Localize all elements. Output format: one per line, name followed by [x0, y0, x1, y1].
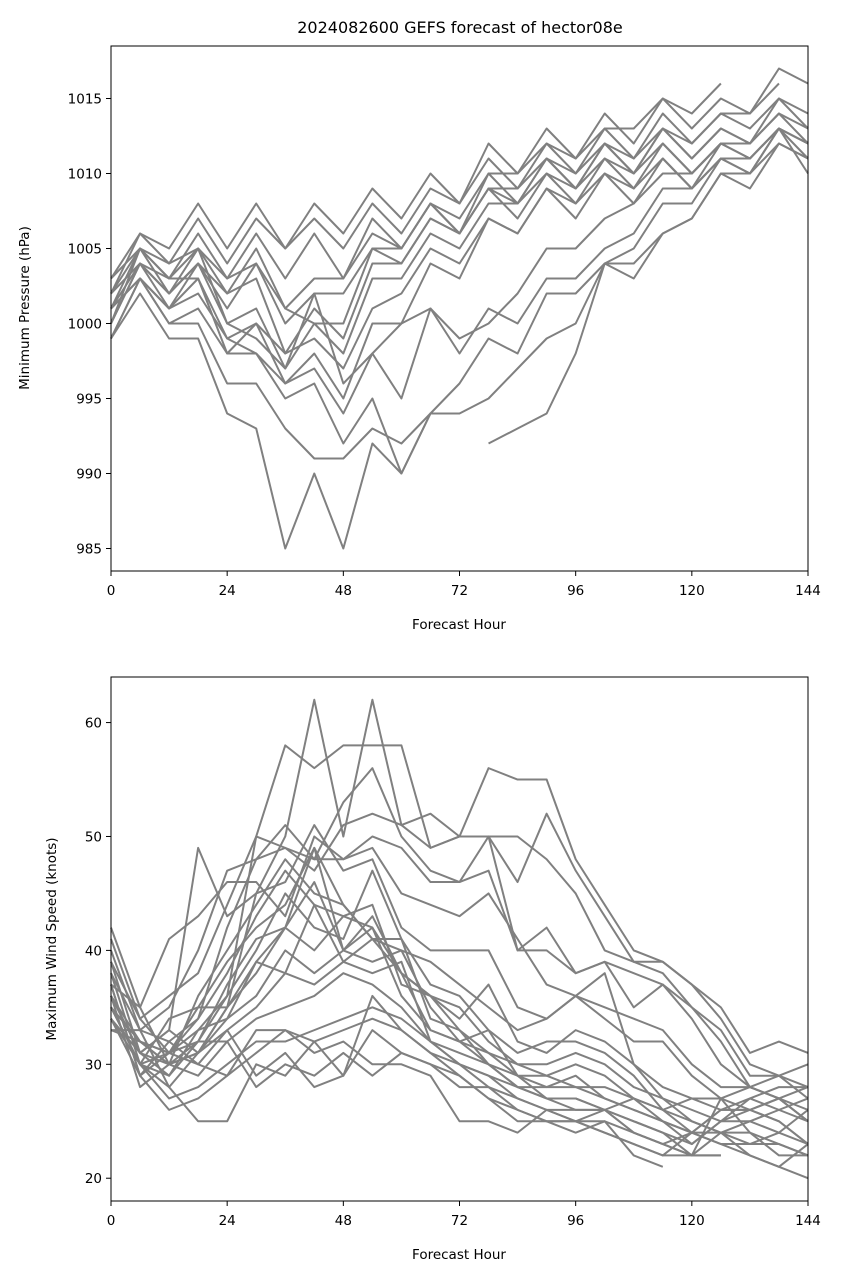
pressure-x-axis-label: Forecast Hour	[412, 617, 506, 633]
wind-series-m12	[110, 846, 809, 1157]
pressure-x-tick-label-48: 48	[335, 583, 352, 599]
wind-x-tick-label-24: 24	[219, 1213, 236, 1229]
pressure-y-axis-label: Minimum Pressure (hPa)	[17, 226, 33, 390]
pressure-y-tick-label-1010: 1010	[68, 167, 102, 183]
wind-series-m07	[110, 824, 809, 1145]
pressure-series-m01	[110, 82, 722, 280]
wind-x-tick-label-72: 72	[451, 1213, 468, 1229]
pressure-series-m06	[110, 97, 809, 325]
wind-y-tick-label-50: 50	[85, 829, 102, 845]
pressure-x-tick-label-72: 72	[451, 583, 468, 599]
wind-x-tick-label-144: 144	[795, 1213, 821, 1229]
pressure-y-tick-label-990: 990	[76, 467, 102, 483]
wind-axes-frame	[110, 676, 809, 1202]
wind-x-tick-label-96: 96	[567, 1213, 584, 1229]
pressure-y-tick-label-1005: 1005	[68, 242, 102, 258]
pressure-y-tick-label-985: 985	[76, 542, 102, 558]
pressure-x-tick-label-96: 96	[567, 583, 584, 599]
wind-series-m24	[110, 1006, 721, 1157]
pressure-series-m08	[110, 127, 809, 370]
pressure-x-tick-label-0: 0	[107, 583, 116, 599]
pressure-series-m11	[110, 142, 722, 385]
wind-y-ticks: 20 30 40 50 60	[85, 716, 111, 1187]
pressure-x-ticks: 0 24 48 72 96 120 144	[107, 571, 821, 599]
pressure-series-m02	[110, 67, 809, 294]
wind-panel: 0 24 48 72 96 120 144 20 30 40 50 60 Forecast Hour…	[44, 676, 821, 1263]
pressure-series-m15	[110, 142, 809, 550]
wind-y-tick-label-20: 20	[85, 1171, 102, 1187]
pressure-y-tick-label-1000: 1000	[68, 317, 102, 333]
wind-series-m04	[110, 812, 809, 1111]
pressure-panel: 2024082600 GEFS forecast of hector08e 0 2…	[17, 18, 821, 633]
wind-y-tick-label-60: 60	[85, 716, 102, 732]
wind-series-group	[110, 698, 809, 1180]
pressure-axes-frame	[110, 45, 809, 572]
wind-series-m09	[110, 846, 809, 1145]
chart-title: 2024082600 GEFS forecast of hector08e	[297, 18, 622, 37]
pressure-x-tick-label-24: 24	[219, 583, 236, 599]
wind-series-m05	[110, 835, 809, 1123]
wind-x-ticks: 0 24 48 72 96 120 144	[107, 1201, 821, 1229]
pressure-y-ticks: 985 990 995 1000 1005 1010 1015	[68, 92, 111, 558]
wind-x-axis-label: Forecast Hour	[412, 1247, 506, 1263]
pressure-series-m12	[110, 127, 809, 415]
wind-x-tick-label-120: 120	[679, 1213, 705, 1229]
wind-x-tick-label-48: 48	[335, 1213, 352, 1229]
pressure-x-tick-label-144: 144	[795, 583, 821, 599]
wind-series-m06	[110, 835, 809, 1123]
pressure-y-tick-label-1015: 1015	[68, 92, 102, 108]
wind-series-m10	[110, 869, 809, 1157]
pressure-series-m07	[110, 112, 809, 355]
wind-x-tick-label-0: 0	[107, 1213, 116, 1229]
pressure-series-group	[110, 67, 809, 550]
wind-y-tick-label-30: 30	[85, 1057, 102, 1073]
pressure-x-tick-label-120: 120	[679, 583, 705, 599]
pressure-series-m13	[110, 127, 809, 475]
wind-y-axis-label: Maximum Wind Speed (knots)	[44, 837, 60, 1040]
pressure-y-tick-label-995: 995	[76, 392, 102, 408]
wind-y-tick-label-40: 40	[85, 943, 102, 959]
